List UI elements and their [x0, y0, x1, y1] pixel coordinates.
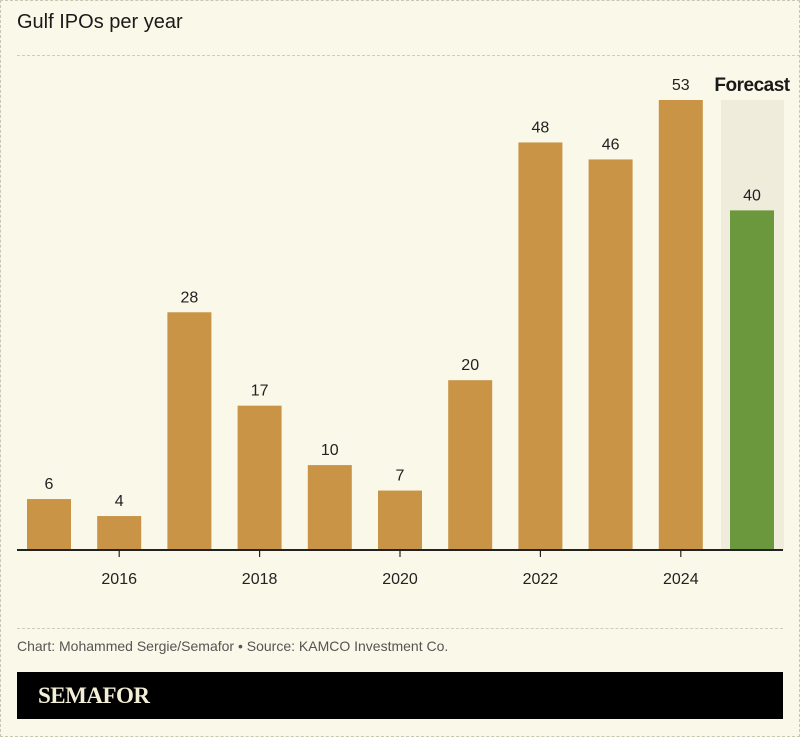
x-tick-label-2024: 2024 — [663, 571, 699, 588]
bar-2024 — [658, 100, 703, 550]
data-label-2016: 4 — [115, 493, 124, 510]
bar-2015 — [27, 499, 71, 550]
data-label-2020: 7 — [396, 468, 405, 485]
data-label-2022: 48 — [532, 119, 550, 136]
chart-title: Gulf IPOs per year — [17, 11, 183, 33]
bar-2023 — [588, 159, 633, 550]
bar-2016 — [97, 516, 142, 550]
bar-2022 — [518, 142, 563, 551]
bar-2018 — [237, 405, 282, 550]
header-divider — [17, 55, 800, 56]
x-tick-label-2020: 2020 — [382, 571, 418, 588]
data-label-2019: 10 — [321, 442, 339, 459]
bar-2017 — [167, 312, 212, 550]
bar-2021 — [448, 380, 493, 550]
x-tick-label-2018: 2018 — [242, 571, 278, 588]
bar-2020 — [378, 490, 422, 550]
semafor-logo: SEMAFOR — [38, 683, 150, 708]
data-label-2025: 40 — [743, 187, 761, 204]
bar-chart: 6 4 28 17 10 7 20 48 46 53 Forecast 40 2016 2018 2020 2… — [17, 75, 791, 588]
chart-credit: Chart: Mohammed Sergie/Semafor • Source:… — [17, 638, 449, 654]
x-tick-label-2016: 2016 — [101, 571, 137, 588]
data-label-2017: 28 — [181, 289, 199, 306]
x-tick-label-2022: 2022 — [523, 571, 559, 588]
data-label-2021: 20 — [461, 357, 479, 374]
data-label-2015: 6 — [45, 476, 54, 493]
data-label-2018: 17 — [251, 383, 269, 400]
forecast-label: Forecast — [714, 75, 790, 96]
footer-divider — [17, 628, 783, 629]
bar-2025 — [730, 210, 774, 550]
data-label-2024: 53 — [672, 77, 690, 94]
data-label-2023: 46 — [602, 136, 620, 153]
brand-bar: SEMAFOR — [17, 672, 783, 719]
bar-2019 — [307, 465, 352, 550]
